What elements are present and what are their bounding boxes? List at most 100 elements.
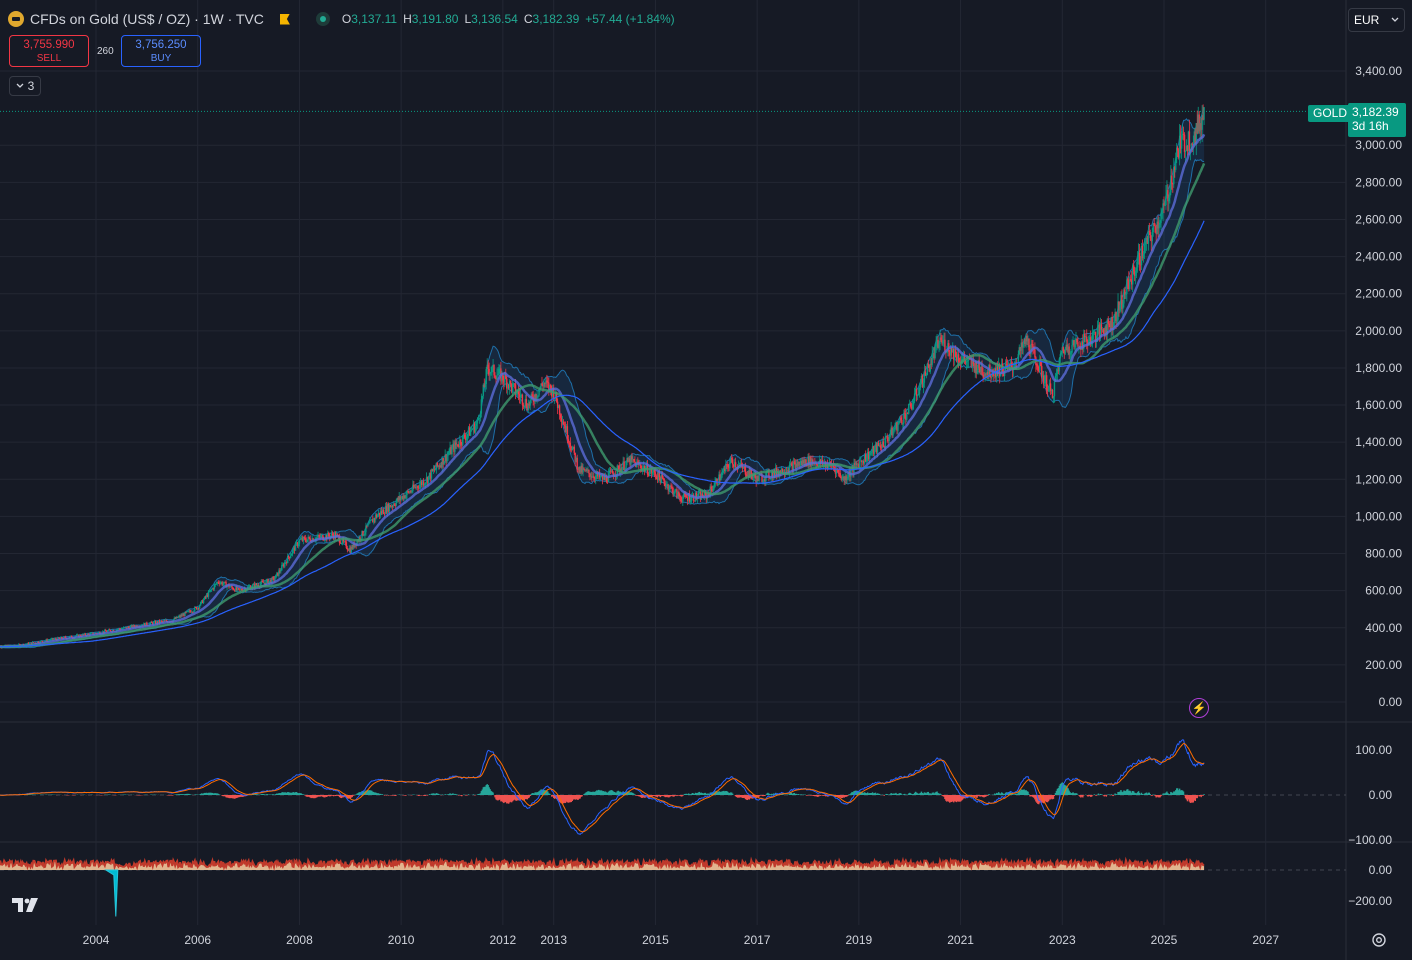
candle-body (318, 535, 320, 537)
candle-body (630, 456, 632, 465)
time-tick-label: 2021 (947, 933, 974, 947)
candle-body (763, 479, 765, 482)
candle-body (711, 489, 713, 492)
candle-body (1137, 252, 1140, 258)
candle-body (1055, 373, 1058, 376)
time-axis[interactable]: 2004 2006 2008 2010 2012 2013 2015 2017 2019 2021… (83, 933, 1280, 947)
candle-body (507, 384, 509, 389)
candle-body (440, 465, 442, 468)
symbol-title[interactable]: CFDs on Gold (US$ / OZ) · 1W · TVC (30, 11, 264, 27)
candle-body (30, 642, 33, 645)
candle-body (1040, 361, 1042, 366)
candle-body (921, 375, 924, 387)
price-tick-label: 2,200.00 (1355, 287, 1402, 301)
candle-body (536, 396, 538, 399)
candle-body (1117, 301, 1119, 320)
candle-body (412, 484, 414, 491)
candle-body (57, 637, 59, 641)
candle-body (998, 364, 1001, 377)
candle-body (1054, 375, 1057, 382)
candle-body (990, 376, 992, 378)
candle-body (758, 475, 760, 482)
candle-body (931, 353, 933, 365)
candle-body (603, 476, 606, 480)
candle-body (503, 379, 505, 383)
candle-body (569, 442, 572, 447)
candle-body (538, 390, 540, 396)
candle-body (1023, 338, 1025, 344)
candle-body (422, 481, 425, 486)
candle-body (300, 538, 303, 540)
flag-icon[interactable] (279, 13, 290, 25)
candle-body (352, 543, 354, 549)
candle-body (571, 447, 573, 451)
candle-body (1118, 301, 1120, 311)
candle-body (1028, 338, 1030, 351)
lightning-icon[interactable]: ⚡ (1189, 698, 1209, 718)
candle-body (1113, 317, 1115, 328)
candle-body (861, 460, 863, 463)
candle-body (154, 621, 157, 624)
candle-body (677, 491, 679, 498)
candle-body (919, 383, 922, 388)
candle-body (1022, 343, 1024, 348)
candle-body (343, 541, 346, 542)
candle-body (1194, 131, 1196, 145)
candle-body (402, 496, 404, 500)
candle-body (650, 468, 653, 474)
candle-body (374, 518, 376, 520)
candle-body (386, 504, 389, 513)
candle-body (1132, 265, 1134, 285)
time-tick-label: 2019 (846, 933, 873, 947)
candle-body (387, 504, 390, 512)
candle-body (845, 476, 847, 481)
candle-body (31, 642, 34, 645)
candle-body (319, 536, 321, 538)
candle-body (609, 471, 612, 472)
market-status-icon[interactable] (315, 12, 330, 26)
tradingview-logo-icon[interactable] (12, 896, 44, 914)
candle-body (693, 500, 696, 502)
candle-body (1069, 353, 1071, 355)
candle-body (1141, 245, 1144, 259)
candle-body (286, 555, 289, 564)
candle-body (1170, 175, 1172, 193)
candle-body (189, 610, 191, 612)
candle-body (1161, 210, 1163, 215)
currency-select[interactable]: EUR (1348, 8, 1405, 32)
buy-button[interactable]: 3,756.250 BUY (121, 35, 201, 67)
candle-body (548, 382, 550, 391)
candle-body (120, 628, 123, 630)
candle-body (846, 478, 848, 481)
candle-body (754, 474, 756, 478)
candle-body (441, 457, 443, 468)
candle-body (1152, 222, 1154, 233)
candle-body (39, 641, 41, 644)
candle-body (60, 637, 62, 639)
candle-body (150, 621, 152, 624)
candle-body (878, 445, 881, 447)
gear-icon[interactable] (1370, 931, 1388, 949)
price-axis[interactable]: 3,400.00 3,000.00 2,800.00 2,600.00 2,400.00… (1348, 64, 1402, 908)
time-tick-label: 2006 (184, 933, 211, 947)
candle-body (336, 534, 339, 536)
candle-body (1179, 135, 1182, 149)
candle-body (521, 394, 524, 405)
oscillator-pane-2 (0, 856, 1346, 917)
candle-body (1034, 349, 1036, 358)
indicators-collapse-button[interactable]: 3 (9, 76, 41, 96)
candle-body (1168, 197, 1170, 202)
sell-button[interactable]: 3,755.990 SELL (9, 35, 89, 67)
candle-body (967, 357, 970, 362)
candle-body (574, 452, 576, 462)
candle-body (1096, 327, 1099, 337)
candle-body (666, 484, 668, 486)
candle-body (572, 446, 574, 448)
candle-body (985, 373, 987, 375)
candle-body (1187, 131, 1190, 152)
candle-body (207, 591, 210, 597)
candle-body (414, 486, 416, 488)
candle-body (686, 497, 688, 498)
candle-body (952, 348, 954, 353)
